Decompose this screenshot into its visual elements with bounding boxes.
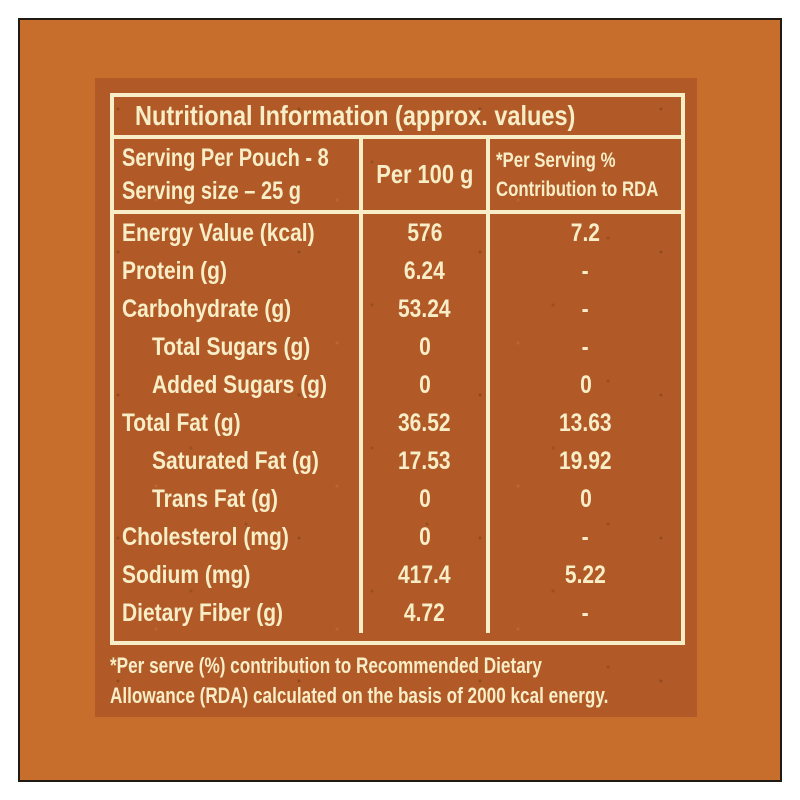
per100g-value: 576	[406, 218, 443, 247]
rda-value: 0	[579, 370, 592, 399]
table-row-per100g-value: 0	[363, 480, 490, 519]
per100g-value: 36.52	[398, 408, 451, 437]
per-serving-percent-label: *Per Serving %	[496, 148, 616, 172]
per100g-value: 17.53	[398, 447, 451, 476]
table-row-label: Saturated Fat (g)	[114, 442, 363, 481]
rda-value: -	[581, 599, 589, 628]
per100g-value: 0	[418, 523, 431, 552]
rda-value: 5.22	[565, 561, 606, 590]
nutrient-name: Trans Fat (g)	[152, 485, 279, 514]
table-body: Energy Value (kcal) 576 7.2 Protein (g) 6.24…	[114, 214, 681, 633]
table-row-per100g-value: 0	[363, 328, 490, 367]
nutrient-name: Carbohydrate (g)	[122, 294, 292, 323]
table-row-per100g-value: 576	[363, 214, 490, 253]
table-row-rda-value: -	[490, 290, 681, 328]
rda-value: -	[581, 332, 589, 361]
nutrient-name: Protein (g)	[122, 256, 227, 285]
header-rda: *Per Serving % Contribution to RDA	[490, 139, 681, 210]
per100g-value: 53.24	[398, 294, 451, 323]
table-row-label: Sodium (mg)	[114, 556, 363, 595]
rda-value: 7.2	[570, 218, 601, 247]
per100g-value: 0	[418, 332, 431, 361]
rda-value: 13.63	[559, 408, 612, 437]
table-row-per100g-value: 4.72	[363, 594, 490, 633]
table-row-per100g-value: 0	[363, 366, 490, 405]
rda-value: -	[581, 256, 589, 285]
rda-footnote: *Per serve (%) contribution to Recommend…	[110, 651, 700, 711]
serving-size: Serving size – 25 g	[122, 176, 301, 205]
rda-value: 0	[579, 485, 592, 514]
rda-value: -	[581, 523, 589, 552]
table-row-rda-value: 5.22	[490, 557, 681, 595]
nutrient-name: Total Sugars (g)	[152, 332, 311, 361]
table-row-label: Added Sugars (g)	[114, 366, 363, 405]
table-row-rda-value: 0	[490, 481, 681, 519]
table-header-row: Serving Per Pouch - 8 Serving size – 25 …	[114, 139, 681, 214]
footnote-line-2: Allowance (RDA) calculated on the basis …	[110, 683, 609, 708]
nutrient-name: Dietary Fiber (g)	[122, 599, 284, 628]
table-row-label: Carbohydrate (g)	[114, 290, 363, 329]
table-row-label: Cholesterol (mg)	[114, 518, 363, 557]
nutrient-name: Saturated Fat (g)	[152, 447, 319, 476]
rda-value: -	[581, 294, 589, 323]
header-serving-info: Serving Per Pouch - 8 Serving size – 25 …	[114, 139, 363, 210]
table-row-rda-value: 19.92	[490, 443, 681, 481]
table-row-rda-value: 13.63	[490, 404, 681, 442]
table-row-rda-value: -	[490, 595, 681, 633]
table-row-rda-value: -	[490, 328, 681, 366]
table-row-rda-value: 0	[490, 366, 681, 404]
table-row-label: Dietary Fiber (g)	[114, 594, 363, 633]
rda-value: 19.92	[559, 447, 612, 476]
per100g-value: 6.24	[404, 256, 445, 285]
contribution-rda-label: Contribution to RDA	[496, 177, 659, 201]
table-row-per100g-value: 36.52	[363, 404, 490, 443]
footnote-line-1: *Per serve (%) contribution to Recommend…	[110, 653, 542, 678]
table-row-per100g-value: 0	[363, 518, 490, 557]
per100g-value: 4.72	[404, 599, 445, 628]
nutrition-label-area	[95, 78, 697, 717]
table-row-rda-value: -	[490, 519, 681, 557]
table-title-row: Nutritional Information (approx. values)	[114, 97, 681, 139]
per-100g-label: Per 100 g	[375, 159, 474, 189]
table-row-per100g-value: 17.53	[363, 442, 490, 481]
table-row-rda-value: 7.2	[490, 214, 681, 252]
per100g-value: 417.4	[398, 561, 451, 590]
per100g-value: 0	[418, 485, 431, 514]
table-row-label: Protein (g)	[114, 252, 363, 291]
table-row-label: Total Sugars (g)	[114, 328, 363, 367]
nutrient-name: Total Fat (g)	[122, 408, 241, 437]
nutrient-name: Added Sugars (g)	[152, 370, 328, 399]
per100g-value: 0	[418, 370, 431, 399]
table-row-per100g-value: 53.24	[363, 290, 490, 329]
nutrient-name: Sodium (mg)	[122, 561, 251, 590]
table-row-label: Trans Fat (g)	[114, 480, 363, 519]
header-per-100g: Per 100 g	[363, 139, 490, 210]
table-row-label: Energy Value (kcal)	[114, 214, 363, 253]
table-row-rda-value: -	[490, 252, 681, 290]
table-title: Nutritional Information (approx. values)	[135, 100, 576, 131]
nutrient-name: Energy Value (kcal)	[122, 218, 315, 247]
nutrient-name: Cholesterol (mg)	[122, 523, 289, 552]
nutrition-table: Nutritional Information (approx. values)…	[110, 93, 685, 645]
table-row-per100g-value: 6.24	[363, 252, 490, 291]
table-row-per100g-value: 417.4	[363, 556, 490, 595]
serving-per-pouch: Serving Per Pouch - 8	[122, 143, 329, 172]
table-row-label: Total Fat (g)	[114, 404, 363, 443]
